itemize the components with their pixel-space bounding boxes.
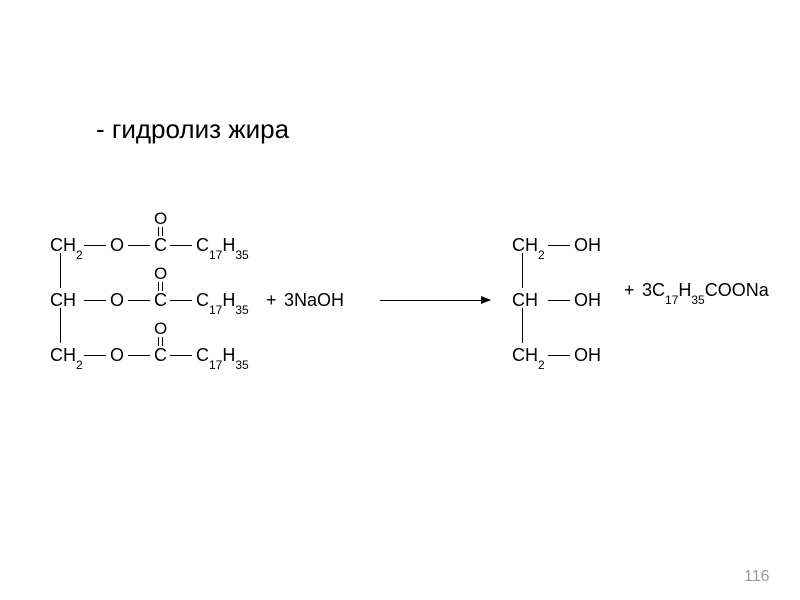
tri-bond-2c — [170, 300, 192, 301]
tri-row-1: CH2 — [50, 235, 83, 259]
tri-c-2: C — [154, 290, 167, 311]
chemical-equation: O CH2 O C C17H35 O CH O C C17H35 O CH2 O… — [50, 200, 750, 400]
gly-bond-2 — [548, 300, 570, 301]
reaction-arrow — [380, 300, 490, 301]
gly-oh-3: OH — [574, 345, 601, 366]
gly-row-2: CH — [512, 290, 538, 314]
tri-dbl-o-3: O — [154, 319, 167, 339]
tri-tail-3: C17H35 — [196, 345, 249, 369]
tri-bond-1a — [84, 245, 106, 246]
plus-sign-2: + — [624, 280, 635, 301]
gly-oh-2: OH — [574, 290, 601, 311]
tri-bond-3c — [170, 355, 192, 356]
gly-oh-1: OH — [574, 235, 601, 256]
tri-row-2: CH — [50, 290, 76, 314]
tri-bond-3b — [128, 355, 150, 356]
tri-bond-1c — [170, 245, 192, 246]
naoh-term: 3NaOH — [284, 290, 344, 311]
tri-bond-2b — [128, 300, 150, 301]
tri-tail-2: C17H35 — [196, 290, 249, 314]
tri-o-2: O — [110, 290, 124, 311]
ch-group: CH2 — [50, 235, 83, 255]
tri-bond-1b — [128, 245, 150, 246]
gly-bond-3 — [548, 355, 570, 356]
tri-dbl-o-2: O — [154, 264, 167, 284]
ch-group: CH — [50, 290, 76, 310]
tri-o-1: O — [110, 235, 124, 256]
gly-row-1: CH2 — [512, 235, 545, 259]
gly-bond-1 — [548, 245, 570, 246]
tri-bond-3a — [84, 355, 106, 356]
o-label: O — [154, 264, 167, 283]
page-title: - гидролиз жира — [96, 114, 289, 145]
gly-row-3: CH2 — [512, 345, 545, 369]
tri-dbl-o-1: O — [154, 209, 167, 229]
tri-c-3: C — [154, 345, 167, 366]
tri-tail-1: C17H35 — [196, 235, 249, 259]
tri-row-3: CH2 — [50, 345, 83, 369]
plus-sign-1: + — [266, 290, 277, 311]
tri-o-3: O — [110, 345, 124, 366]
tri-c-1: C — [154, 235, 167, 256]
o-label: O — [154, 209, 167, 228]
page-number: 116 — [744, 568, 770, 586]
ch-group: CH2 — [50, 345, 83, 365]
soap-term: 3C17H35COONa — [642, 280, 769, 304]
o-label: O — [154, 319, 167, 338]
tri-bond-2a — [84, 300, 106, 301]
